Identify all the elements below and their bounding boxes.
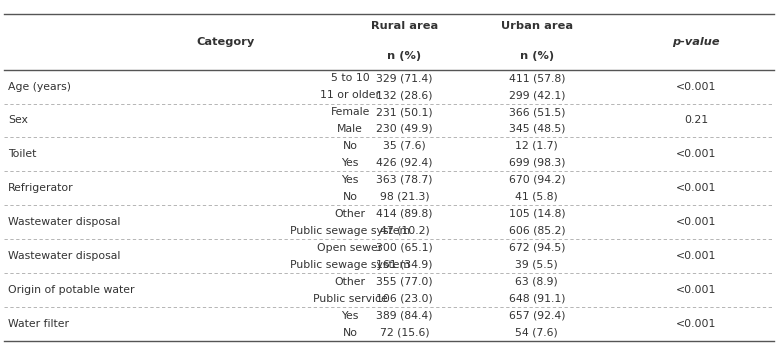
Text: Sex: Sex <box>8 116 28 126</box>
Text: <0.001: <0.001 <box>676 81 717 92</box>
Text: Public sewage system: Public sewage system <box>290 226 410 236</box>
Text: Rural area: Rural area <box>371 21 438 31</box>
Text: 299 (42.1): 299 (42.1) <box>509 90 565 100</box>
Text: 230 (49.9): 230 (49.9) <box>377 124 433 134</box>
Text: 54 (7.6): 54 (7.6) <box>516 327 558 338</box>
Text: Refrigerator: Refrigerator <box>8 183 73 193</box>
Text: No: No <box>342 141 358 151</box>
Text: 389 (84.4): 389 (84.4) <box>377 311 433 321</box>
Text: 300 (65.1): 300 (65.1) <box>377 243 433 253</box>
Text: Water filter: Water filter <box>8 319 68 329</box>
Text: 355 (77.0): 355 (77.0) <box>377 277 433 287</box>
Text: Age (years): Age (years) <box>8 81 71 92</box>
Text: Urban area: Urban area <box>501 21 573 31</box>
Text: 670 (94.2): 670 (94.2) <box>509 175 565 185</box>
Text: Toilet: Toilet <box>8 149 36 159</box>
Text: <0.001: <0.001 <box>676 251 717 261</box>
Text: Public sewage system: Public sewage system <box>290 260 410 270</box>
Text: 231 (50.1): 231 (50.1) <box>377 107 433 117</box>
Text: Public service: Public service <box>313 294 387 303</box>
Text: 366 (51.5): 366 (51.5) <box>509 107 565 117</box>
Text: 132 (28.6): 132 (28.6) <box>377 90 433 100</box>
Text: <0.001: <0.001 <box>676 319 717 329</box>
Text: Yes: Yes <box>342 175 359 185</box>
Text: Wastewater disposal: Wastewater disposal <box>8 217 120 227</box>
Text: <0.001: <0.001 <box>676 285 717 295</box>
Text: 414 (89.8): 414 (89.8) <box>377 209 433 219</box>
Text: 329 (71.4): 329 (71.4) <box>377 73 433 83</box>
Text: p-value: p-value <box>672 37 720 47</box>
Text: 0.21: 0.21 <box>684 116 709 126</box>
Text: 106 (23.0): 106 (23.0) <box>377 294 433 303</box>
Text: 657 (92.4): 657 (92.4) <box>509 311 565 321</box>
Text: 63 (8.9): 63 (8.9) <box>516 277 558 287</box>
Text: 161 (34.9): 161 (34.9) <box>377 260 433 270</box>
Text: 39 (5.5): 39 (5.5) <box>516 260 558 270</box>
Text: <0.001: <0.001 <box>676 149 717 159</box>
Text: <0.001: <0.001 <box>676 217 717 227</box>
Text: 105 (14.8): 105 (14.8) <box>509 209 565 219</box>
Text: Female: Female <box>331 107 370 117</box>
Text: Yes: Yes <box>342 311 359 321</box>
Text: 345 (48.5): 345 (48.5) <box>509 124 565 134</box>
Text: Male: Male <box>337 124 363 134</box>
Text: Yes: Yes <box>342 158 359 168</box>
Text: No: No <box>342 192 358 202</box>
Text: 72 (15.6): 72 (15.6) <box>380 327 429 338</box>
Text: 12 (1.7): 12 (1.7) <box>516 141 558 151</box>
Text: 98 (21.3): 98 (21.3) <box>380 192 429 202</box>
Text: 411 (57.8): 411 (57.8) <box>509 73 565 83</box>
Text: 41 (5.8): 41 (5.8) <box>516 192 558 202</box>
Text: <0.001: <0.001 <box>676 183 717 193</box>
Text: 606 (85.2): 606 (85.2) <box>509 226 565 236</box>
Text: 672 (94.5): 672 (94.5) <box>509 243 565 253</box>
Text: 35 (7.6): 35 (7.6) <box>384 141 426 151</box>
Text: No: No <box>342 327 358 338</box>
Text: n (%): n (%) <box>520 51 554 61</box>
Text: 47 (10.2): 47 (10.2) <box>380 226 429 236</box>
Text: Category: Category <box>197 37 254 47</box>
Text: 363 (78.7): 363 (78.7) <box>377 175 433 185</box>
Text: 11 or older: 11 or older <box>320 90 380 100</box>
Text: n (%): n (%) <box>387 51 422 61</box>
Text: Other: Other <box>335 277 366 287</box>
Text: Other: Other <box>335 209 366 219</box>
Text: Wastewater disposal: Wastewater disposal <box>8 251 120 261</box>
Text: 5 to 10: 5 to 10 <box>331 73 370 83</box>
Text: 426 (92.4): 426 (92.4) <box>377 158 433 168</box>
Text: Origin of potable water: Origin of potable water <box>8 285 135 295</box>
Text: Open sewer: Open sewer <box>317 243 383 253</box>
Text: 648 (91.1): 648 (91.1) <box>509 294 565 303</box>
Text: 699 (98.3): 699 (98.3) <box>509 158 565 168</box>
